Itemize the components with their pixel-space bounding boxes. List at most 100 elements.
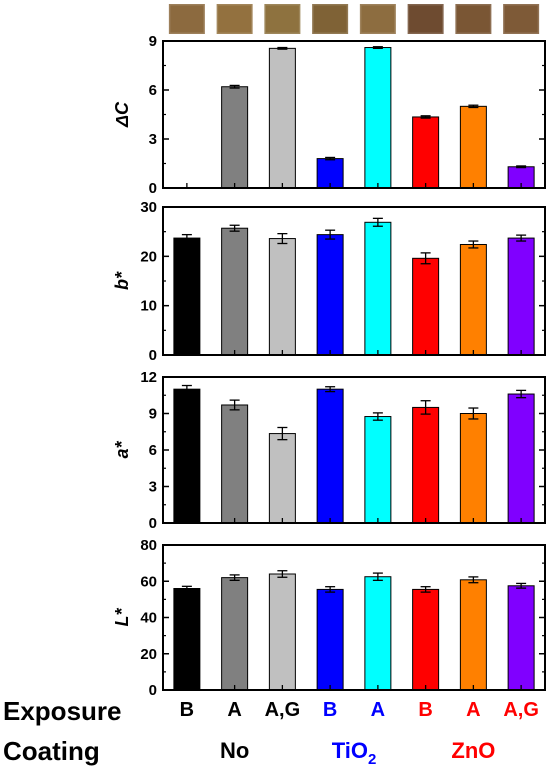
error-bar (516, 582, 527, 589)
bar (268, 238, 296, 356)
panels: 0 3 6 9 ΔC 0 10 20 30 b* 0 3 6 9 12 a* 0 20 40 60 80 L* (112, 33, 546, 699)
bar (364, 416, 392, 524)
exposure-label: A (466, 699, 480, 721)
sample-swatch-texture (215, 2, 255, 36)
y-tick-label: 40 (140, 610, 157, 627)
y-axis-label: b* (112, 271, 132, 290)
axes-frame (162, 206, 546, 356)
bar (268, 433, 296, 524)
panel-3: 0 3 6 9 12 a* (112, 369, 546, 532)
error-bar (325, 386, 336, 393)
y-tick-label: 9 (149, 406, 157, 423)
error-bar (277, 232, 288, 245)
bar (316, 588, 344, 691)
sample-swatch (215, 2, 255, 36)
sample-swatch-fill (407, 4, 444, 34)
axes-frame (162, 40, 546, 189)
panel-2: 0 10 20 30 b* (112, 199, 546, 364)
error-bar (277, 426, 288, 441)
swatch-row (167, 2, 541, 36)
error-bar (468, 104, 479, 109)
error-bar (372, 572, 383, 581)
bar (221, 86, 249, 189)
y-tick-label: 20 (140, 646, 157, 663)
error-bar (325, 586, 336, 593)
error-bar (372, 46, 383, 49)
bar (459, 105, 487, 189)
error-bar (516, 234, 527, 242)
error-bar (516, 165, 527, 169)
error-bar (516, 389, 527, 399)
error-bar (229, 574, 240, 581)
error-bar (420, 586, 431, 593)
y-tick-label: 30 (140, 199, 157, 216)
bar (364, 576, 392, 691)
sample-swatch (358, 2, 398, 36)
sample-swatch-fill (503, 4, 540, 34)
bar (316, 234, 344, 356)
bar (507, 393, 535, 524)
sample-swatch-fill (455, 4, 492, 34)
error-bar (325, 156, 336, 161)
bar (221, 404, 249, 524)
y-tick-label: 0 (149, 347, 157, 364)
error-bar (229, 224, 240, 232)
y-tick-label: 0 (149, 180, 157, 197)
bar (459, 579, 487, 691)
bar (412, 406, 440, 524)
error-bar (372, 412, 383, 421)
bar (173, 588, 201, 691)
coating-label: TiO2 (332, 738, 377, 768)
sample-swatch-fill (312, 4, 349, 34)
panel-4: 0 20 40 60 80 L* (112, 537, 546, 699)
bar (173, 388, 201, 524)
sample-swatch (262, 2, 302, 36)
sample-swatch-fill (168, 4, 205, 34)
coating-row-label: Coating (3, 736, 100, 766)
bar (507, 585, 535, 691)
sample-swatch-texture (262, 2, 302, 36)
error-bar (420, 400, 431, 415)
error-bar (181, 233, 192, 243)
bar (412, 116, 440, 189)
y-tick-label: 0 (149, 682, 157, 699)
axes-frame (162, 376, 546, 524)
sample-swatch (406, 2, 446, 36)
coating-label: No (220, 738, 249, 763)
y-tick-label: 0 (149, 515, 157, 532)
bar (364, 221, 392, 356)
sample-swatch-texture (406, 2, 446, 36)
y-tick-label: 9 (149, 33, 157, 50)
exposure-label: A (371, 699, 385, 721)
coating-label: ZnO (451, 738, 495, 763)
y-tick-label: 20 (140, 248, 157, 265)
exposure-label: B (180, 699, 194, 721)
exposure-row-label: Exposure (3, 696, 122, 726)
bar (221, 577, 249, 691)
error-bar (277, 570, 288, 578)
y-tick-label: 60 (140, 573, 157, 590)
bar (412, 257, 440, 356)
error-bar (181, 585, 192, 592)
y-tick-label: 80 (140, 537, 157, 554)
bar (316, 388, 344, 524)
error-bar (277, 46, 288, 50)
sample-swatch-fill (359, 4, 396, 34)
y-tick-label: 6 (149, 442, 157, 459)
error-bar (229, 399, 240, 411)
bar (173, 237, 201, 356)
sample-swatch-texture (358, 2, 398, 36)
sample-swatch-texture (310, 2, 350, 36)
sample-swatch (453, 2, 493, 36)
sample-swatch-texture (167, 2, 207, 36)
y-tick-label: 3 (149, 131, 157, 148)
sample-swatch-fill (264, 4, 301, 34)
error-bar (229, 84, 240, 89)
axes-frame (162, 544, 546, 691)
y-axis-label: ΔC (112, 101, 132, 128)
bar (268, 573, 296, 691)
y-tick-label: 3 (149, 479, 157, 496)
error-bar (181, 384, 192, 394)
error-bar (325, 229, 336, 240)
